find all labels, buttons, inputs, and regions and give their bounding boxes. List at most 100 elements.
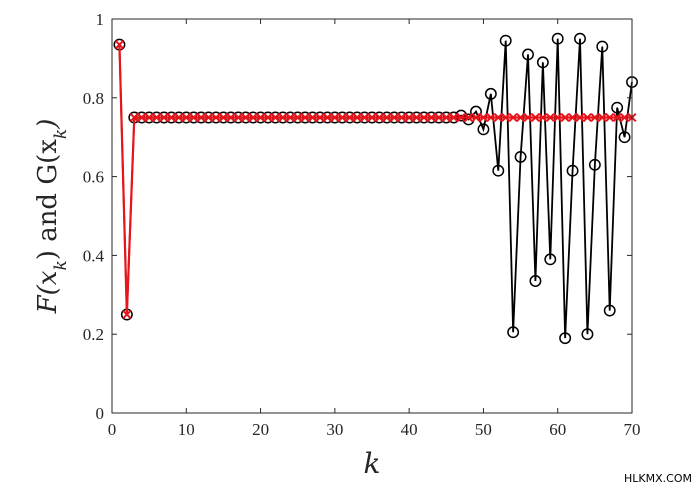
series-2-point bbox=[278, 112, 288, 123]
series-2-point bbox=[345, 112, 355, 123]
series-2-point bbox=[300, 112, 310, 123]
series-1-point bbox=[559, 332, 572, 345]
series-2-point bbox=[419, 112, 429, 123]
series-1-point bbox=[507, 326, 520, 339]
y-tick-label: 0.6 bbox=[83, 168, 104, 187]
series-2-point bbox=[144, 112, 154, 123]
series-2-point bbox=[270, 112, 280, 123]
series-1-point bbox=[499, 34, 512, 47]
series-2-point bbox=[434, 112, 444, 123]
series-2-point bbox=[226, 112, 236, 123]
series-2-point bbox=[449, 112, 459, 123]
series-2-point bbox=[330, 112, 340, 123]
y-tick-label: 0 bbox=[96, 404, 105, 423]
series-2-point bbox=[590, 112, 600, 123]
series-2-point bbox=[545, 112, 555, 123]
y-tick-label: 0.4 bbox=[83, 246, 105, 265]
series-1-point bbox=[522, 48, 534, 61]
series-2-point bbox=[582, 112, 592, 123]
series-2-point bbox=[263, 112, 273, 123]
series-layer bbox=[113, 32, 638, 345]
series-line-1 bbox=[118, 38, 633, 339]
series-2-point bbox=[412, 112, 422, 123]
series-1-point bbox=[603, 304, 616, 317]
plot-frame bbox=[111, 18, 633, 414]
series-2-point bbox=[337, 112, 347, 123]
series-2-point bbox=[397, 112, 407, 123]
series-2-point bbox=[129, 112, 139, 123]
series-1-point bbox=[536, 56, 549, 69]
series-2-point bbox=[122, 309, 132, 320]
x-tick-label: 30 bbox=[326, 420, 343, 439]
x-tick-label: 20 bbox=[252, 420, 269, 439]
series-2-point bbox=[174, 112, 184, 123]
series-2-point bbox=[367, 112, 377, 123]
series-2-point bbox=[471, 112, 481, 123]
series-2-point bbox=[404, 112, 414, 123]
series-2-point bbox=[285, 112, 295, 123]
series-2-point bbox=[441, 112, 451, 123]
x-tick-label: 70 bbox=[624, 420, 641, 439]
series-2-point bbox=[159, 112, 169, 123]
series-2-point bbox=[152, 112, 162, 123]
x-tick-label: 40 bbox=[401, 420, 418, 439]
x-tick-label: 50 bbox=[475, 420, 492, 439]
series-2-point bbox=[530, 112, 540, 123]
series-2-point bbox=[166, 112, 176, 123]
series-1-point bbox=[484, 87, 497, 100]
series-2-point bbox=[501, 112, 511, 123]
series-2-point bbox=[352, 112, 362, 123]
watermark: HLKMX.COM bbox=[624, 472, 692, 485]
series-1-point bbox=[477, 123, 490, 136]
y-tick-label: 0.8 bbox=[83, 89, 104, 108]
series-2-point bbox=[553, 112, 563, 123]
series-2-point bbox=[389, 112, 399, 123]
series-2-point bbox=[560, 112, 570, 123]
series-2-point bbox=[114, 40, 124, 50]
series-2-point bbox=[508, 112, 518, 123]
x-tick-label: 60 bbox=[549, 420, 566, 439]
series-2-point bbox=[241, 112, 251, 123]
series-2-point bbox=[322, 112, 332, 123]
x-axis-label: k bbox=[364, 447, 381, 480]
series-2-point bbox=[538, 112, 548, 123]
series-1-point bbox=[492, 164, 505, 177]
series-2-point bbox=[315, 112, 325, 123]
series-line-2 bbox=[118, 44, 632, 315]
series-1-point bbox=[618, 131, 631, 144]
series-2-point bbox=[597, 112, 607, 123]
series-1-point bbox=[581, 328, 594, 341]
series-1-point bbox=[588, 158, 601, 171]
series-2-point bbox=[308, 112, 318, 123]
series-1-point bbox=[514, 150, 527, 163]
series-2-point bbox=[196, 112, 206, 123]
series-2-point bbox=[464, 112, 474, 123]
series-2-point bbox=[374, 112, 384, 123]
series-2-point bbox=[612, 112, 622, 123]
series-2-point bbox=[293, 112, 303, 123]
series-2-point bbox=[605, 112, 615, 123]
y-axis-label: F(xk) and G(xk) bbox=[33, 119, 71, 315]
series-2-point bbox=[426, 112, 436, 123]
y-tick-label: 0.2 bbox=[83, 325, 104, 344]
x-tick-label: 10 bbox=[178, 420, 195, 439]
series-2-point bbox=[478, 112, 488, 123]
series-2-point bbox=[382, 112, 392, 123]
series-2-point bbox=[575, 112, 585, 123]
series-2-point bbox=[516, 112, 526, 123]
series-2-point bbox=[218, 112, 228, 123]
x-tick-label: 0 bbox=[108, 420, 117, 439]
y-tick-label: 1 bbox=[96, 10, 105, 29]
y-axis-label-text: F(xk) and G(xk) bbox=[33, 119, 71, 315]
series-2-point bbox=[360, 112, 370, 123]
series-2-point bbox=[181, 112, 191, 123]
series-2-point bbox=[233, 112, 243, 123]
ticks-layer: 0 10 20 30 40 50 60 70 0 0.2 0.4 0.6 0.8 1 bbox=[83, 10, 641, 439]
series-2-point bbox=[248, 112, 258, 123]
series-2-point bbox=[456, 112, 466, 123]
series-1-point bbox=[611, 101, 624, 114]
series-2-point bbox=[486, 112, 496, 123]
series-2-point bbox=[137, 112, 147, 123]
series-2-point bbox=[493, 112, 503, 123]
